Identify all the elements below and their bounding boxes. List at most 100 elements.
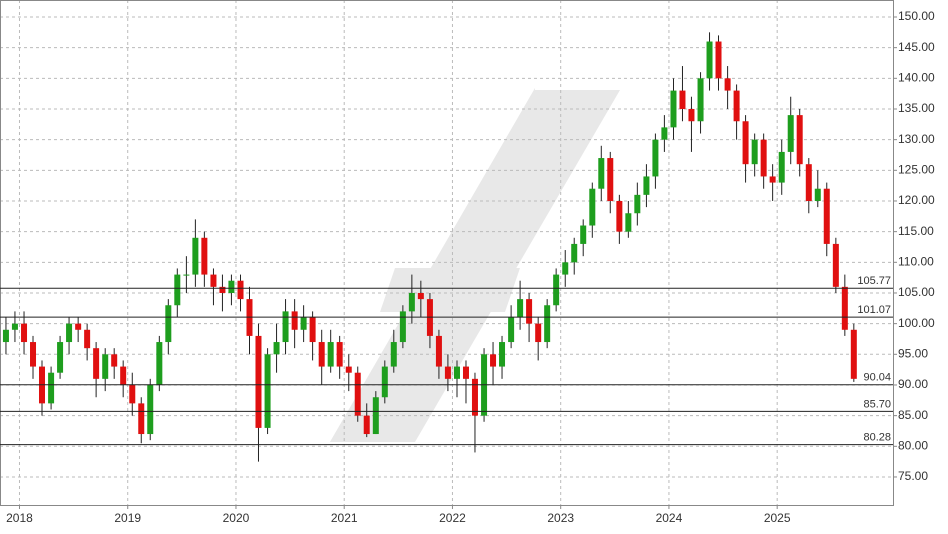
candle-body [372,397,379,435]
candle-body [462,366,469,379]
candle-body [48,372,55,404]
candle-body [2,329,9,343]
candle-body [796,115,803,165]
x-tick-label: 2022 [439,511,466,525]
candle-body [318,342,325,367]
candle-body [11,323,18,330]
candle-body [309,317,316,343]
candle-body [589,188,596,226]
y-tick-label: 95.00 [898,346,928,360]
candle-body [643,176,650,195]
x-tick-label: 2019 [114,511,141,525]
candle-body [562,262,569,275]
candle-body [490,354,497,367]
candle-body [192,237,199,275]
candle-body [327,342,334,367]
candle-body [291,311,298,330]
candle-body [805,164,812,201]
candle-body [354,372,361,416]
candle-body [237,280,244,300]
candle-body [165,305,172,343]
candle-body [102,354,109,379]
candle-body [111,354,118,367]
candle-body [120,366,127,385]
x-tick-label: 2018 [6,511,33,525]
candle-body [282,311,289,343]
candle-body [742,121,749,165]
candle-body [814,188,821,201]
x-tick-label: 2021 [331,511,358,525]
candle-body [444,366,451,379]
candle-body [138,403,145,435]
candle-body [832,243,839,287]
candle-body [471,378,478,416]
candle-body [93,348,100,379]
level-label: 85.70 [863,398,891,410]
candle-body [526,299,533,324]
candle-body [210,274,217,287]
candle-body [499,342,506,367]
candle-body [679,90,686,109]
candle-body [787,115,794,152]
candle-body [201,237,208,275]
candle-body [30,342,37,367]
y-tick-label: 125.00 [898,162,935,176]
candle-body [264,354,271,428]
y-tick-label: 90.00 [898,377,928,391]
level-label: 80.28 [863,431,891,443]
candle-body [219,286,226,293]
candle-body [517,299,524,318]
plot-frame [0,0,894,506]
level-label: 101.07 [857,304,891,316]
y-tick-label: 145.00 [898,40,935,54]
candle-body [390,342,397,367]
candle-body [616,200,623,232]
candle-body [670,90,677,128]
candle-body [634,194,641,214]
candle-body [850,329,857,379]
candle-body [571,243,578,263]
candle-body [363,415,370,435]
y-tick-label: 140.00 [898,70,935,84]
y-tick-label: 105.00 [898,285,935,299]
candle-body [841,286,848,330]
candle-body [751,139,758,165]
candle-body [760,139,767,177]
candle-body [535,323,542,343]
level-label: 105.77 [857,275,891,287]
candle-body [399,311,406,343]
candle-body [57,342,64,373]
candle-body [147,384,154,435]
candle-body [183,274,190,276]
candle-body [228,280,235,293]
candle-body [75,323,82,330]
candle-body [724,78,731,91]
candle-body [273,342,280,355]
y-tick-label: 135.00 [898,101,935,115]
candle-body [733,90,740,122]
candle-body [553,274,560,306]
candle-body [84,329,91,349]
y-tick-label: 130.00 [898,132,935,146]
candle-body [607,158,614,201]
candle-body [417,292,424,300]
candle-body [598,158,605,189]
x-tick-label: 2024 [656,511,683,525]
candle-body [625,213,632,232]
candle-body [66,323,73,343]
candle-body [21,323,28,343]
level-label: 90.04 [863,372,891,384]
candle-body [688,108,695,122]
candle-body [129,384,136,404]
x-tick-label: 2023 [547,511,574,525]
candle-body [255,335,262,428]
candle-body [174,274,181,306]
candle-body [300,317,307,330]
candle-body [706,41,713,79]
y-tick-label: 120.00 [898,193,935,207]
candle-body [435,335,442,367]
candle-body [778,151,785,183]
candle-body [715,41,722,79]
y-tick-label: 100.00 [898,316,935,330]
x-tick-label: 2020 [223,511,250,525]
